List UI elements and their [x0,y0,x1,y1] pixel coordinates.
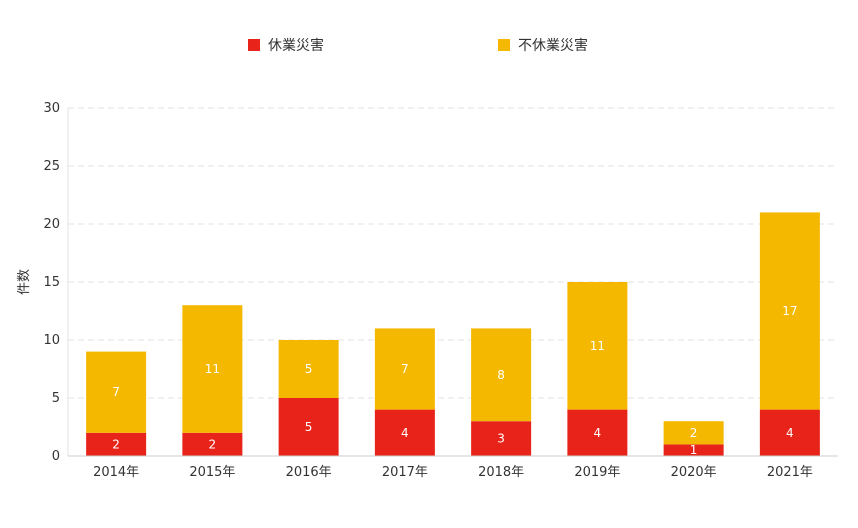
bar-no-lost-time [182,305,243,433]
y-tick-label: 25 [43,159,60,174]
legend-label: 不休業災害 [518,38,588,54]
bar-value-label: 5 [305,362,313,376]
bar-value-label: 4 [401,426,409,440]
legend: 休業災害 不休業災害 [248,38,588,54]
y-tick-label: 10 [43,333,60,348]
y-axis-label: 件数 [17,269,32,295]
bar-value-label: 2 [690,426,698,440]
y-tick-label: 20 [43,217,60,232]
bar-lost-time [759,409,820,456]
x-tick-label: 2018年 [478,465,524,480]
bar-value-label: 17 [782,304,797,318]
x-tick-label: 2019年 [574,465,620,480]
bar-value-label: 11 [590,339,605,353]
bar-lost-time [374,409,435,456]
bar-value-label: 8 [497,368,505,382]
bar-lost-time [567,409,628,456]
bar-no-lost-time [759,212,820,410]
bar-no-lost-time [663,421,724,445]
bar-value-label: 11 [205,362,220,376]
x-tick-label: 2016年 [286,465,332,480]
x-tick-label: 2021年 [767,465,813,480]
bar-no-lost-time [471,328,532,422]
x-tick-label: 2014年 [93,465,139,480]
bar-value-label: 1 [690,443,698,457]
legend-swatch [248,39,260,51]
bar-value-label: 4 [594,426,602,440]
bars [86,212,820,456]
legend-swatch [498,39,510,51]
legend-label: 休業災害 [268,38,324,54]
bar-no-lost-time [374,328,435,410]
bar-lost-time [182,432,243,456]
grid-lines [68,107,838,399]
bar-no-lost-time [567,282,628,410]
x-tick-label: 2015年 [189,465,235,480]
bar-value-label: 7 [401,362,409,376]
bar-lost-time [663,444,724,456]
bar-value-label: 5 [305,420,313,434]
bar-value-label: 2 [112,437,120,451]
bar-no-lost-time [86,351,147,433]
bar-no-lost-time [278,340,339,398]
bar-lost-time [471,421,532,456]
bar-value-label: 2 [209,437,217,451]
bar-lost-time [86,432,147,456]
bar-lost-time [278,398,339,456]
bar-value-label: 3 [497,432,505,446]
bar-value-label: 4 [786,426,794,440]
x-tick-label: 2020年 [671,465,717,480]
y-tick-label: 5 [52,391,60,406]
y-tick-label: 15 [43,275,60,290]
y-tick-label: 30 [43,101,60,116]
bar-value-label: 7 [112,385,120,399]
x-tick-label: 2017年 [382,465,428,480]
y-tick-label: 0 [52,449,60,464]
